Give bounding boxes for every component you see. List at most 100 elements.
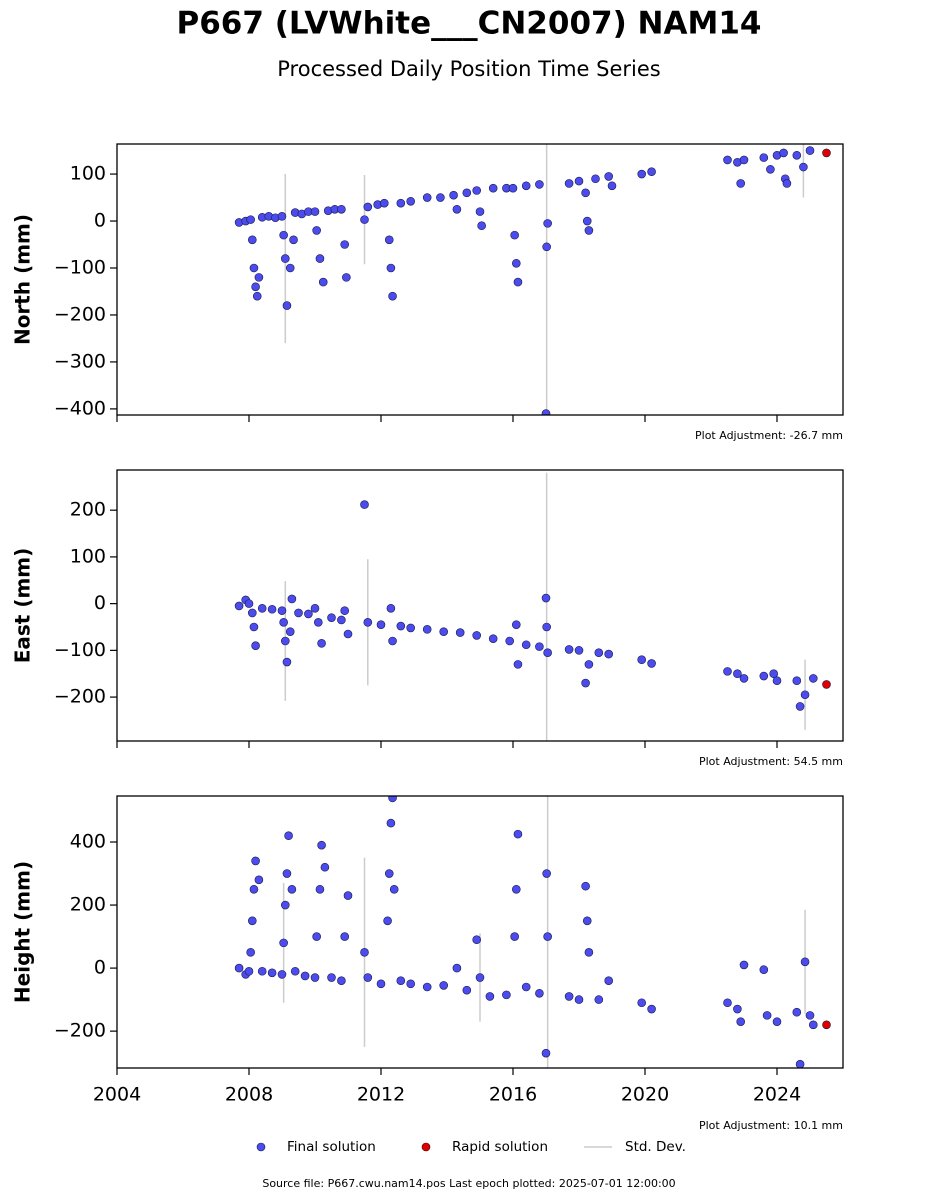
data-point bbox=[249, 884, 259, 894]
data-point bbox=[805, 1011, 815, 1020]
data-point bbox=[455, 628, 465, 637]
data-point bbox=[452, 963, 462, 973]
data-point bbox=[449, 190, 458, 200]
data-point bbox=[248, 235, 257, 245]
data-point bbox=[535, 989, 544, 998]
data-point bbox=[513, 829, 523, 839]
data-point bbox=[422, 982, 432, 992]
data-point bbox=[772, 676, 782, 686]
data-point bbox=[406, 196, 416, 206]
y-tick-label: −200 bbox=[54, 303, 106, 325]
data-point bbox=[488, 634, 498, 643]
data-point bbox=[604, 649, 614, 659]
data-point bbox=[360, 215, 369, 224]
data-point bbox=[282, 301, 292, 310]
data-point bbox=[246, 948, 255, 957]
data-point bbox=[591, 174, 600, 184]
x-tick-label: 2024 bbox=[753, 1084, 801, 1106]
data-point bbox=[327, 613, 336, 622]
data-point bbox=[388, 636, 397, 646]
data-point bbox=[277, 606, 287, 615]
data-point bbox=[234, 601, 244, 611]
data-point bbox=[257, 604, 267, 613]
data-point bbox=[234, 963, 244, 973]
data-point bbox=[248, 916, 257, 926]
data-point bbox=[267, 968, 277, 978]
data-point bbox=[792, 676, 802, 686]
data-point bbox=[317, 840, 326, 850]
legend-label: Rapid solution bbox=[452, 1139, 548, 1155]
data-point bbox=[513, 277, 523, 287]
data-point bbox=[462, 985, 472, 995]
plot-area bbox=[234, 144, 831, 415]
data-point bbox=[342, 273, 351, 282]
data-point bbox=[396, 976, 406, 985]
data-point bbox=[386, 818, 396, 828]
data-point bbox=[800, 957, 810, 967]
data-point bbox=[254, 273, 264, 282]
data-point bbox=[488, 183, 498, 193]
data-point bbox=[363, 202, 373, 212]
data-point bbox=[285, 627, 295, 636]
data-point bbox=[739, 155, 749, 165]
y-tick-label: 0 bbox=[94, 592, 106, 614]
data-point bbox=[637, 998, 647, 1008]
data-point bbox=[521, 640, 531, 650]
data-point bbox=[317, 639, 326, 648]
data-point bbox=[327, 973, 336, 982]
plot-area bbox=[234, 472, 831, 741]
y-tick-label: −400 bbox=[54, 397, 106, 419]
data-point bbox=[521, 982, 531, 992]
data-point bbox=[244, 966, 254, 976]
data-point bbox=[564, 179, 574, 188]
data-point bbox=[406, 979, 416, 989]
data-point bbox=[604, 172, 614, 181]
data-point bbox=[723, 998, 732, 1008]
data-point bbox=[581, 881, 590, 891]
data-point bbox=[584, 948, 594, 957]
data-point bbox=[535, 180, 544, 189]
legend-marker bbox=[256, 1142, 266, 1152]
y-tick-label: −300 bbox=[54, 350, 106, 372]
data-point bbox=[384, 235, 394, 245]
data-point bbox=[422, 625, 432, 634]
data-point bbox=[543, 219, 552, 228]
data-point bbox=[388, 291, 397, 301]
data-point bbox=[542, 869, 551, 878]
data-point bbox=[472, 935, 482, 945]
y-tick-label: 0 bbox=[94, 957, 106, 979]
data-point bbox=[337, 615, 346, 625]
data-point bbox=[521, 181, 531, 191]
data-point bbox=[363, 618, 373, 627]
legend-label: Std. Dev. bbox=[625, 1139, 686, 1155]
data-point bbox=[340, 606, 350, 615]
y-tick-label: 200 bbox=[70, 894, 106, 916]
data-point bbox=[248, 608, 257, 618]
data-point bbox=[475, 207, 485, 216]
data-point bbox=[384, 869, 394, 878]
data-point bbox=[343, 891, 353, 900]
data-point bbox=[822, 1020, 831, 1030]
data-point bbox=[452, 204, 462, 214]
data-point bbox=[386, 604, 396, 613]
legend-marker bbox=[421, 1142, 431, 1152]
legend: Final solution Rapid solution Std. Dev. bbox=[256, 1139, 686, 1155]
x-tick-label: 2004 bbox=[93, 1084, 141, 1106]
data-point bbox=[472, 631, 482, 640]
data-point bbox=[581, 678, 590, 688]
legend-label: Final solution bbox=[287, 1139, 376, 1155]
data-point bbox=[772, 1017, 782, 1026]
data-point bbox=[594, 648, 604, 657]
data-point bbox=[637, 655, 647, 665]
data-point bbox=[337, 204, 346, 214]
x-tick-label: 2020 bbox=[621, 1084, 669, 1106]
data-point bbox=[386, 263, 396, 273]
data-point bbox=[604, 976, 614, 985]
y-tick-label: 400 bbox=[70, 831, 106, 853]
data-point bbox=[310, 207, 320, 216]
data-point bbox=[287, 594, 297, 604]
data-point bbox=[800, 690, 810, 700]
data-point bbox=[762, 1011, 772, 1020]
data-point bbox=[647, 167, 656, 177]
